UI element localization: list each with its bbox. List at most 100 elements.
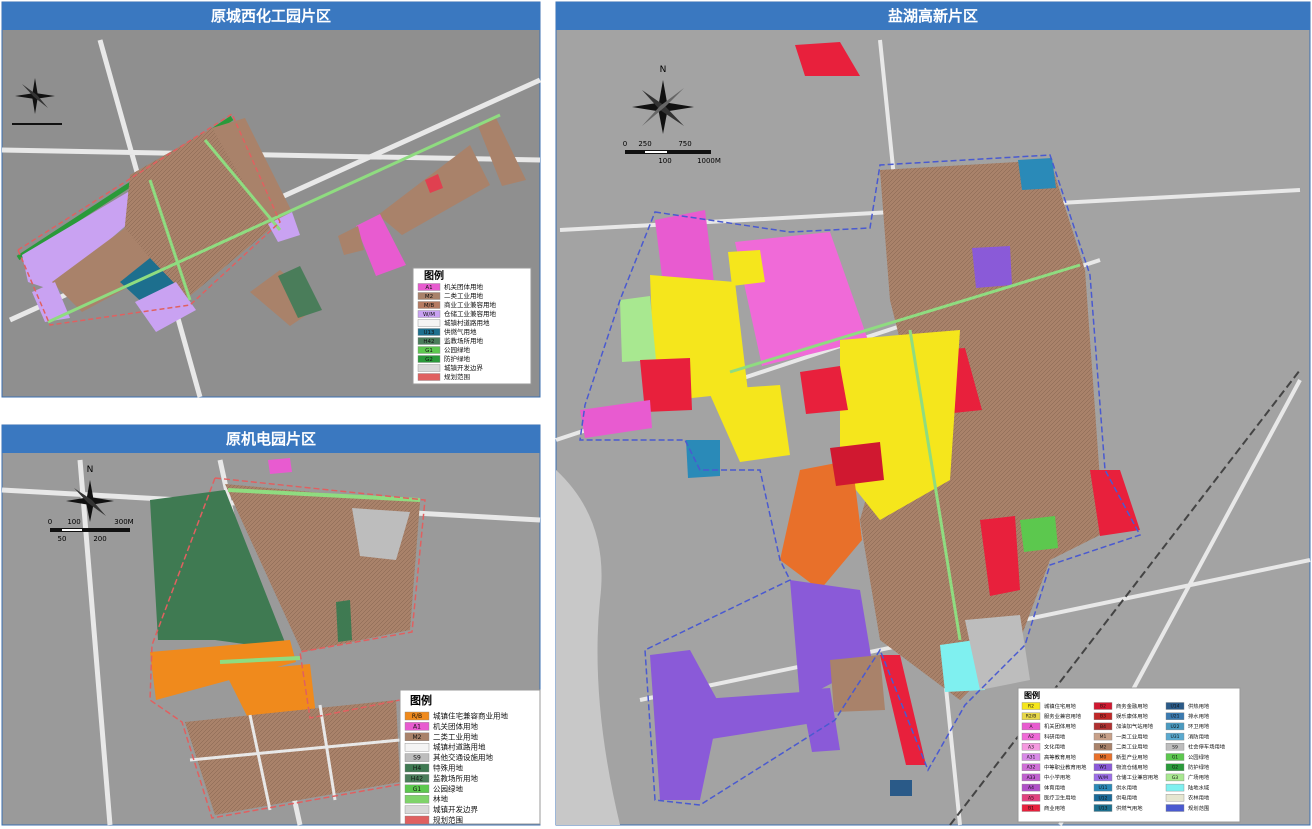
legend-label: 加油加气站用地 xyxy=(1116,722,1154,730)
parcel xyxy=(22,192,138,290)
legend-swatch xyxy=(1093,794,1113,802)
legend-box xyxy=(1017,687,1241,823)
parcel xyxy=(150,490,288,650)
legend-swatch xyxy=(1165,794,1185,802)
legend-swatch xyxy=(404,753,430,762)
legend-code: A33 xyxy=(1027,775,1036,781)
legend-swatch xyxy=(404,711,430,721)
legend-code: H42 xyxy=(411,775,423,782)
legend-code: R2/B xyxy=(1026,714,1037,720)
legend-swatch xyxy=(1165,763,1185,771)
planning-boundary xyxy=(17,112,281,326)
parcel xyxy=(1018,158,1056,190)
panel-title: 原城西化工园片区 xyxy=(211,7,331,25)
parcel xyxy=(212,118,292,224)
legend-swatch xyxy=(1093,783,1113,792)
legend-swatch xyxy=(404,784,430,793)
compass xyxy=(15,78,55,114)
legend-swatch xyxy=(1021,773,1041,782)
legend-label: 高等教育用地 xyxy=(1044,753,1076,761)
legend-swatch xyxy=(1165,743,1185,751)
legend-swatch xyxy=(1021,702,1041,710)
parcel-hatch xyxy=(860,160,1130,700)
legend-label: 机关团体用地 xyxy=(1044,722,1076,730)
legend-label: 规划范围 xyxy=(444,372,470,381)
legend-code: G1 xyxy=(425,348,433,354)
legend-code: W1 xyxy=(1099,765,1106,771)
legend-swatch xyxy=(404,774,430,783)
parcel xyxy=(830,655,885,712)
parcel xyxy=(965,615,1030,690)
legend-code: G2 xyxy=(425,357,433,363)
legend-label: 娱乐康体用地 xyxy=(1116,712,1148,720)
legend-swatch xyxy=(1165,702,1185,710)
legend-label: 其他交通设施用地 xyxy=(433,752,493,762)
legend-label: 防护绿地 xyxy=(444,354,471,363)
legend-swatch xyxy=(1093,702,1113,710)
legend-code: A3 xyxy=(1028,744,1034,750)
legend-label: 科研用地 xyxy=(1044,732,1066,740)
legend-swatch xyxy=(1165,804,1185,812)
legend-label: 广场用地 xyxy=(1188,773,1210,781)
legend-label: 监教场所用地 xyxy=(433,773,478,783)
legend-swatch xyxy=(1165,753,1185,761)
north-label: N xyxy=(660,65,667,75)
legend-code: R/B xyxy=(412,713,422,720)
legend-swatch xyxy=(1093,712,1113,720)
legend-swatch xyxy=(1165,783,1185,792)
legend-swatch xyxy=(417,328,441,336)
title-bar xyxy=(2,2,540,30)
legend-swatch xyxy=(404,763,430,773)
scale-label: 0 xyxy=(48,518,52,526)
legend-swatch xyxy=(1093,732,1113,741)
legend-swatch xyxy=(1021,763,1041,771)
legend-swatch xyxy=(417,337,441,345)
legend-swatch xyxy=(417,346,441,354)
legend-swatch xyxy=(1021,722,1041,731)
legend-code: B3 xyxy=(1100,714,1106,720)
legend-label: 供热用地 xyxy=(1188,702,1210,710)
legend-label: 二类工业用地 xyxy=(1116,743,1148,751)
legend-label: 仓储工业兼容用地 xyxy=(444,309,497,318)
parcel xyxy=(32,282,70,322)
legend-label: 二类工业用地 xyxy=(433,731,478,741)
parcel xyxy=(580,400,652,438)
legend-code: S9 xyxy=(413,755,421,762)
legend-code: M0 xyxy=(1100,755,1107,761)
parcel xyxy=(268,212,300,242)
legend-swatch xyxy=(1021,743,1041,751)
panel-title: 原机电园片区 xyxy=(226,430,316,448)
parcel xyxy=(336,600,352,642)
legend-swatch xyxy=(1093,743,1113,751)
legend-code: G1 xyxy=(413,786,422,793)
title-bar xyxy=(556,2,1310,30)
legend-swatch xyxy=(1093,804,1113,812)
scale-label: 100 xyxy=(67,518,80,526)
legend-label: 环卫用地 xyxy=(1188,722,1210,730)
parcel xyxy=(620,296,656,362)
legend-label: 一类工业用地 xyxy=(1116,732,1148,740)
legend-label: 物流仓储用地 xyxy=(1116,763,1148,771)
legend-code: B1 xyxy=(1028,806,1034,812)
parcel xyxy=(352,508,410,560)
legend-swatch xyxy=(404,732,430,741)
legend-code: U22 xyxy=(1170,724,1179,730)
legend-label: 公园绿地 xyxy=(444,345,471,354)
legend-label: 防护绿地 xyxy=(1188,763,1210,771)
legend-label: 新型产业用地 xyxy=(1116,753,1148,761)
legend-label: 陆地水域 xyxy=(1188,783,1210,791)
legend-swatch xyxy=(1165,773,1185,782)
legend-swatch xyxy=(417,364,441,372)
legend-label: 商业工业兼容用地 xyxy=(444,300,497,309)
scale-label: 50 xyxy=(58,535,67,543)
parcel xyxy=(800,366,848,414)
legend-swatch xyxy=(404,743,430,752)
parcel xyxy=(225,664,316,722)
legend-label: 林地 xyxy=(433,794,448,804)
parcel xyxy=(338,226,364,255)
legend-label: 机关团体用地 xyxy=(444,282,484,291)
legend-label: 农林用地 xyxy=(1188,794,1210,802)
legend-label: 社会停车场用地 xyxy=(1188,743,1226,751)
parcel xyxy=(795,42,860,76)
